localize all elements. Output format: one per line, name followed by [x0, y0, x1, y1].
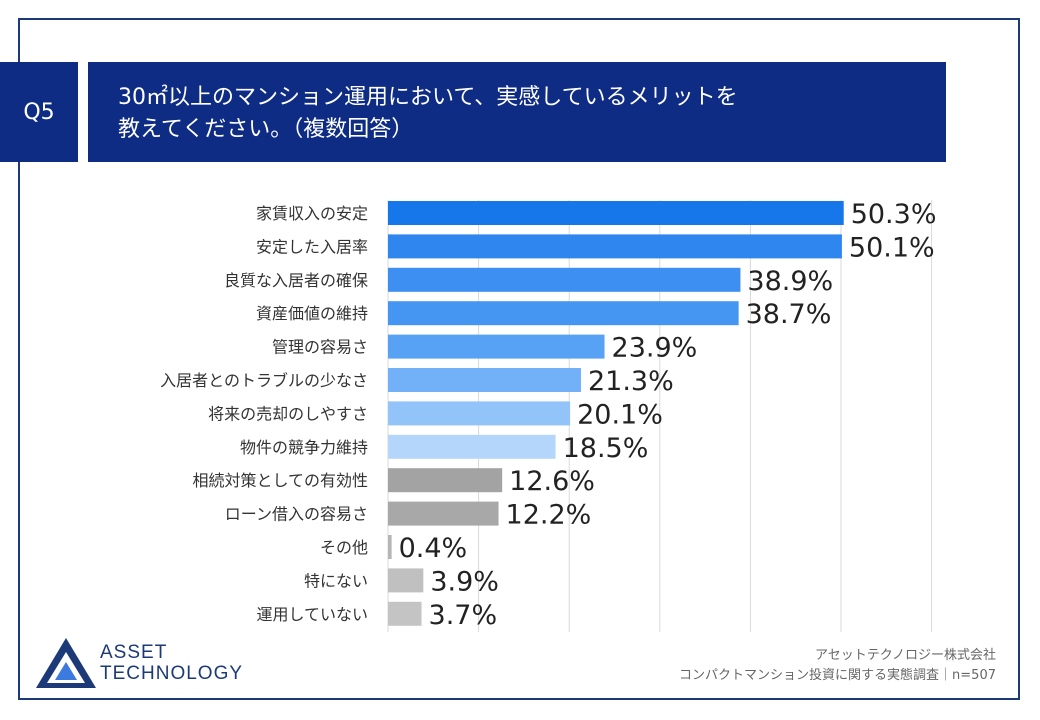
value-label: 20.1% — [577, 399, 663, 430]
value-label: 18.5% — [563, 433, 649, 464]
category-label: 運用していない — [256, 605, 368, 624]
bar — [388, 601, 422, 626]
logo-text-asset: ASSET — [100, 642, 168, 663]
category-label: 資産価値の維持 — [256, 304, 368, 323]
bar — [388, 334, 605, 359]
bar — [388, 535, 392, 559]
value-label: 23.9% — [612, 333, 698, 364]
bar — [388, 568, 424, 593]
bar — [388, 401, 571, 426]
bar — [388, 501, 499, 526]
bar — [388, 468, 503, 493]
value-label: 50.1% — [849, 232, 935, 263]
value-label: 21.3% — [588, 366, 674, 397]
bar — [388, 368, 581, 392]
company-logo: ASSET TECHNOLOGY — [34, 636, 294, 692]
value-label: 50.3% — [851, 199, 937, 230]
category-label: 入居者とのトラブルの少なさ — [160, 371, 368, 390]
bar — [388, 201, 844, 225]
category-label: 良質な入居者の確保 — [224, 271, 368, 290]
category-label: 将来の売却のしやすさ — [208, 404, 368, 423]
bar — [388, 434, 556, 459]
value-label: 38.9% — [747, 266, 833, 297]
logo-text-technology: TECHNOLOGY — [100, 663, 244, 684]
category-label: その他 — [320, 538, 368, 557]
bar — [388, 267, 741, 292]
value-label: 12.2% — [506, 500, 592, 531]
chart-bars: 家賃収入の安定 50.3% 安定した入居率 50.1% 良質な入居者の確保 38.9% 資産… — [160, 199, 936, 631]
category-label: 家賃収入の安定 — [256, 204, 368, 223]
footer-survey-info: コンパクトマンション投資に関する実態調査｜n=507 — [679, 668, 996, 683]
category-label: 特にない — [304, 571, 368, 590]
bar — [388, 301, 739, 326]
category-label: 相続対策としての有効性 — [192, 471, 368, 490]
question-badge: Q5 — [0, 62, 78, 162]
category-label: ローン借入の容易さ — [225, 505, 368, 524]
category-label: 管理の容易さ — [272, 338, 368, 357]
value-label: 38.7% — [746, 299, 832, 330]
value-label: 3.7% — [429, 600, 498, 631]
question-title-line-2: 教えてください。（複数回答） — [118, 117, 414, 142]
question-title: 30㎡以上のマンション運用において、実感しているメリットを 教えてください。（複… — [88, 62, 946, 162]
bar — [388, 234, 842, 259]
question-number: Q5 — [23, 99, 55, 125]
footer: アセットテクノロジー株式会社 コンパクトマンション投資に関する実態調査｜n=50… — [679, 646, 996, 686]
category-label: 安定した入居率 — [256, 237, 368, 256]
question-title-line-1: 30㎡以上のマンション運用において、実感しているメリットを — [118, 85, 738, 110]
logo-triangle-icon — [36, 638, 96, 688]
chart-frame — [18, 18, 1020, 700]
value-label: 12.6% — [509, 466, 595, 497]
category-label: 物件の競争力維持 — [240, 438, 368, 457]
value-label: 0.4% — [399, 533, 468, 564]
footer-company: アセットテクノロジー株式会社 — [815, 648, 996, 663]
value-label: 3.9% — [430, 566, 499, 597]
